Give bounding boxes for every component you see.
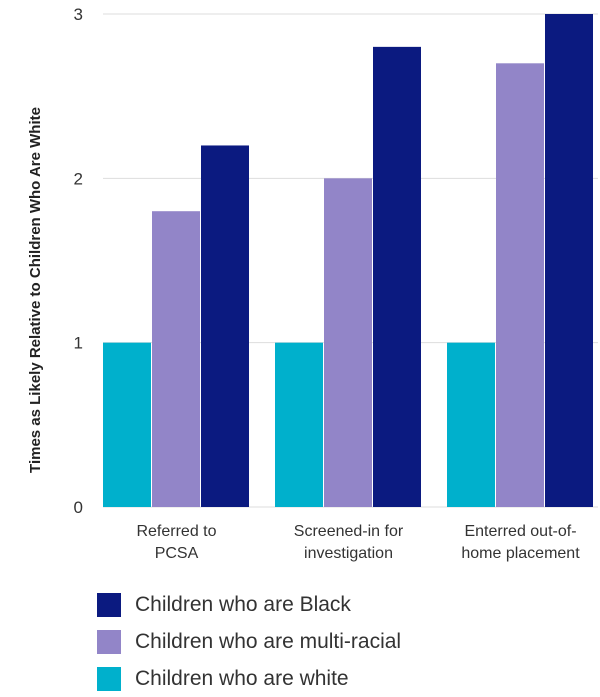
legend-swatch	[97, 666, 121, 691]
bar	[545, 14, 593, 507]
bar	[324, 178, 372, 508]
y-axis-ticks: 0 1 2 3	[74, 5, 83, 517]
x-axis-categories: Referred to PCSA Screened-in for investigat…	[136, 523, 580, 562]
bar	[447, 342, 495, 507]
bar	[496, 63, 544, 508]
bar	[373, 46, 421, 507]
bars	[103, 14, 593, 508]
legend-swatch	[97, 592, 121, 617]
x-category-label: Screened-in for	[294, 523, 404, 540]
y-tick-label: 1	[74, 334, 83, 353]
bar-chart: 0 1 2 3 Referred to PCSA Screened-in for inves…	[27, 5, 598, 562]
bar	[201, 145, 249, 507]
y-tick-label: 0	[74, 498, 83, 517]
x-category-label: investigation	[304, 545, 393, 562]
bar	[275, 342, 323, 507]
legend-label: Children who are multi-racial	[135, 629, 402, 653]
x-category-label: PCSA	[155, 545, 199, 562]
x-category-label: Enterred out-of-	[464, 523, 576, 540]
legend-item: Children who are multi-racial	[97, 623, 401, 660]
legend: Children who are Black Children who are m…	[97, 586, 401, 697]
legend-item: Children who are Black	[97, 586, 401, 623]
y-tick-label: 3	[74, 5, 83, 24]
y-tick-label: 2	[74, 169, 83, 188]
legend-label: Children who are white	[135, 666, 349, 690]
bar	[103, 342, 151, 507]
legend-label: Children who are Black	[135, 592, 351, 616]
legend-swatch	[97, 629, 121, 654]
y-axis-title: Times as Likely Relative to Children Who…	[27, 107, 44, 473]
legend-item: Children who are white	[97, 660, 401, 697]
x-category-label: Referred to	[136, 523, 216, 540]
bar	[152, 211, 200, 507]
x-category-label: home placement	[461, 545, 580, 562]
